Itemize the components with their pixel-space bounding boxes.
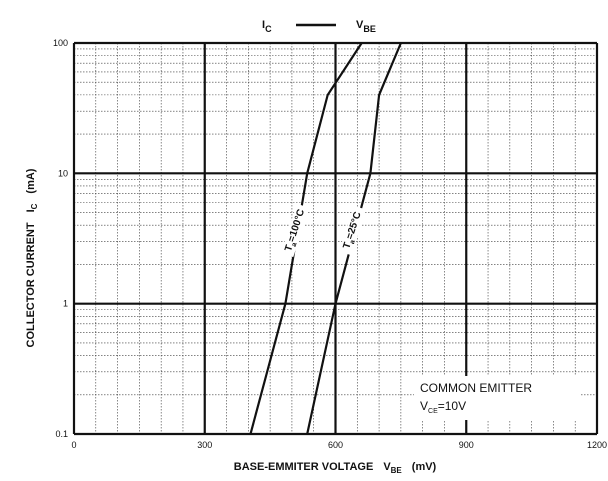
x-axis-title: BASE-EMMITER VOLTAGE VBE (mV) [234, 461, 437, 475]
chart-title: IC VBE [262, 19, 376, 34]
y-tick-label: 10 [58, 168, 68, 178]
x-tick-label: 600 [328, 440, 343, 450]
curve-label-bg [338, 205, 367, 256]
y-tick-label: 0.1 [55, 429, 68, 439]
series-line-ta-25 [306, 42, 402, 435]
y-tick-label: 1 [63, 299, 68, 309]
annotation-line2: VCE=10V [420, 399, 466, 415]
y-axis-title: COLLECTOR CURRENTIC(mA) [25, 168, 39, 347]
annotation-bg [414, 376, 580, 420]
y-tick-labels: 0.1 1 10 100 [53, 38, 68, 439]
series-line-ta-100 [249, 42, 363, 435]
annotation-common-emitter: COMMON EMITTER VCE=10V [414, 376, 580, 420]
title-left: IC [262, 19, 272, 34]
x-tick-label: 900 [459, 440, 474, 450]
y-tick-label: 100 [53, 38, 68, 48]
x-tick-labels: 0 300 600 900 1200 [71, 440, 607, 450]
curve-label-bg [280, 203, 310, 258]
curves [249, 42, 402, 435]
x-tick-label: 1200 [587, 440, 607, 450]
x-tick-label: 300 [197, 440, 212, 450]
title-right: VBE [356, 19, 376, 34]
annotation-line1: COMMON EMITTER [420, 381, 532, 395]
x-tick-label: 0 [71, 440, 76, 450]
major-grid [72, 41, 599, 436]
